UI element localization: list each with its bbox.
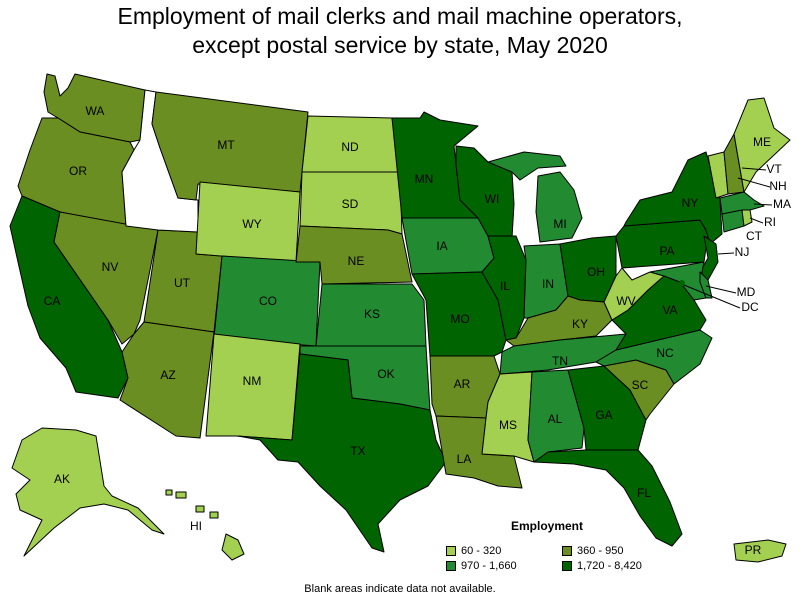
label-NJ: NJ bbox=[735, 245, 750, 259]
label-ND: ND bbox=[341, 140, 359, 154]
state-RI[interactable] bbox=[741, 209, 753, 227]
state-MD[interactable] bbox=[649, 261, 707, 301]
label-HI: HI bbox=[190, 519, 202, 533]
label-SC: SC bbox=[632, 378, 649, 392]
state-KS[interactable] bbox=[315, 283, 427, 347]
legend-label-3: 970 - 1,660 bbox=[461, 560, 517, 572]
label-TX: TX bbox=[350, 444, 365, 458]
legend-label-1: 60 - 320 bbox=[461, 545, 502, 557]
legend-label-2: 360 - 950 bbox=[577, 545, 624, 557]
label-SD: SD bbox=[342, 197, 359, 211]
label-NC: NC bbox=[656, 346, 674, 360]
legend-swatch-3 bbox=[446, 561, 456, 571]
label-AL: AL bbox=[548, 412, 563, 426]
legend-swatch-4 bbox=[562, 561, 572, 571]
state-PR[interactable] bbox=[733, 539, 787, 563]
label-PR: PR bbox=[745, 543, 762, 557]
label-MN: MN bbox=[415, 172, 434, 186]
legend-item-2: 360 - 950 bbox=[562, 545, 623, 557]
legend-swatch-2 bbox=[562, 546, 572, 556]
footnote: Blank areas indicate data not available. bbox=[304, 583, 496, 595]
map-title: Employment of mail clerks and mail machi… bbox=[0, 2, 800, 60]
label-NM: NM bbox=[243, 374, 262, 388]
legend-swatch-1 bbox=[446, 546, 456, 556]
label-GA: GA bbox=[595, 408, 612, 422]
label-AK: AK bbox=[54, 472, 70, 486]
state-AK[interactable] bbox=[11, 427, 165, 557]
label-NV: NV bbox=[102, 260, 119, 274]
state-NE[interactable] bbox=[295, 225, 413, 285]
label-MT: MT bbox=[217, 138, 235, 152]
label-NH: NH bbox=[769, 179, 786, 193]
state-TX[interactable] bbox=[237, 351, 447, 553]
label-OK: OK bbox=[377, 367, 394, 381]
label-CT: CT bbox=[746, 229, 763, 243]
title-line-1: Employment of mail clerks and mail machi… bbox=[117, 3, 683, 29]
label-DC: DC bbox=[741, 300, 759, 314]
state-HI[interactable] bbox=[165, 489, 245, 561]
label-MI: MI bbox=[553, 217, 566, 231]
label-MS: MS bbox=[499, 418, 517, 432]
legend-label-4: 1,720 - 8,420 bbox=[577, 560, 642, 572]
label-IN: IN bbox=[542, 277, 554, 291]
label-VA: VA bbox=[662, 303, 677, 317]
label-KS: KS bbox=[364, 307, 380, 321]
label-MD: MD bbox=[737, 285, 756, 299]
label-RI: RI bbox=[764, 215, 776, 229]
state-AZ[interactable] bbox=[119, 321, 215, 439]
state-MI[interactable] bbox=[487, 151, 583, 243]
label-WI: WI bbox=[485, 192, 500, 206]
title-line-2: except postal service by state, May 2020 bbox=[192, 32, 608, 58]
label-AR: AR bbox=[454, 377, 471, 391]
label-KY: KY bbox=[572, 317, 588, 331]
label-WV: WV bbox=[616, 294, 635, 308]
label-OR: OR bbox=[69, 164, 87, 178]
legend-item-1: 60 - 320 bbox=[446, 545, 501, 557]
state-CT[interactable] bbox=[721, 209, 745, 233]
label-IA: IA bbox=[436, 239, 447, 253]
label-AZ: AZ bbox=[160, 368, 175, 382]
label-UT: UT bbox=[174, 276, 191, 290]
label-WA: WA bbox=[86, 104, 105, 118]
label-VT: VT bbox=[766, 162, 782, 176]
label-OH: OH bbox=[587, 265, 605, 279]
label-PA: PA bbox=[659, 244, 674, 258]
legend-item-4: 1,720 - 8,420 bbox=[562, 560, 642, 572]
label-MO: MO bbox=[450, 312, 469, 326]
state-DE[interactable] bbox=[699, 271, 713, 299]
state-labels: WA OR CA NV UT AZ MT WY CO NM ND SD NE K… bbox=[44, 104, 791, 557]
label-TN: TN bbox=[552, 354, 568, 368]
label-FL: FL bbox=[637, 486, 651, 500]
label-ME: ME bbox=[753, 135, 771, 149]
label-NE: NE bbox=[348, 254, 365, 268]
label-MA: MA bbox=[773, 197, 791, 211]
label-CA: CA bbox=[44, 294, 61, 308]
state-FL[interactable] bbox=[533, 449, 683, 547]
label-IL: IL bbox=[500, 279, 510, 293]
label-NY: NY bbox=[682, 196, 699, 210]
legend-item-3: 970 - 1,660 bbox=[446, 560, 517, 572]
label-CO: CO bbox=[259, 294, 277, 308]
state-IA[interactable] bbox=[401, 217, 495, 275]
label-WY: WY bbox=[242, 217, 261, 231]
state-NV[interactable] bbox=[53, 211, 159, 345]
legend-title: Employment bbox=[511, 519, 584, 533]
state-NY[interactable] bbox=[623, 151, 723, 245]
leader-lines bbox=[683, 167, 773, 309]
state-DC[interactable] bbox=[679, 280, 685, 286]
label-LA: LA bbox=[457, 452, 472, 466]
